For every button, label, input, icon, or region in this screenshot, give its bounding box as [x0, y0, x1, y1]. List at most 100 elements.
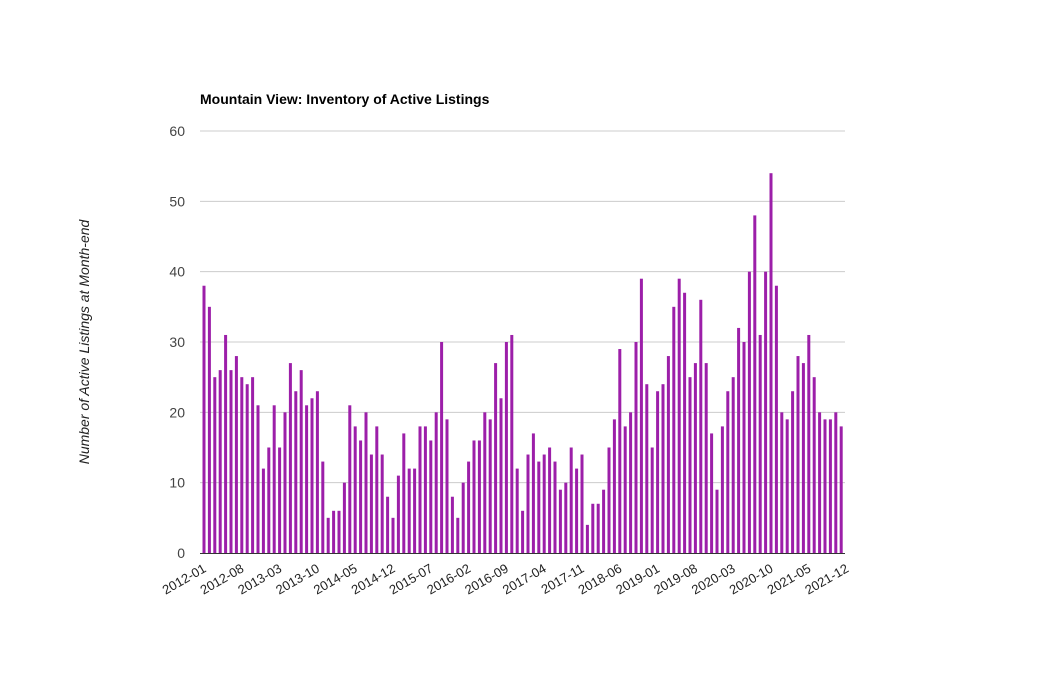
- bar-2016-10: [510, 334, 514, 553]
- x-axis-ticks: 2012-012012-082013-032013-102014-052014-…: [160, 561, 851, 598]
- bar-2014-02: [337, 510, 341, 553]
- bar-2019-09: [699, 299, 703, 553]
- bar-2020-10: [769, 173, 773, 553]
- bar-2012-06: [229, 370, 233, 553]
- bar-2017-06: [553, 461, 557, 553]
- bar-2020-05: [742, 342, 746, 553]
- bar-2015-07: [429, 440, 433, 553]
- bar-2016-08: [499, 398, 503, 553]
- bar-2019-07: [688, 377, 692, 553]
- y-tick-label: 50: [169, 193, 185, 209]
- bar-2016-11: [515, 468, 519, 553]
- bar-2013-10: [315, 391, 319, 553]
- bar-2013-07: [299, 370, 303, 553]
- y-axis-ticks: 0 10 20 30 40 50 60: [169, 123, 185, 561]
- bar-2021-01: [785, 419, 789, 553]
- bar-2015-01: [396, 475, 400, 553]
- bar-2016-04: [477, 440, 481, 553]
- bar-2019-12: [715, 489, 719, 553]
- bar-2020-06: [747, 271, 751, 553]
- bar-2014-11: [386, 496, 390, 553]
- bar-2020-02: [726, 391, 730, 553]
- bar-2016-02: [467, 461, 471, 553]
- bar-2014-06: [359, 440, 363, 553]
- bar-2016-05: [483, 412, 487, 553]
- x-tick-label: 2017-04: [500, 561, 549, 598]
- bar-2018-05: [612, 419, 616, 553]
- bar-2014-01: [332, 510, 336, 553]
- bar-2021-10: [834, 412, 838, 553]
- bar-2021-11: [839, 426, 843, 553]
- bar-2018-02: [596, 503, 600, 553]
- bar-2021-03: [796, 356, 800, 553]
- bar-2015-08: [434, 412, 438, 553]
- bar-2018-06: [618, 349, 622, 553]
- bar-2014-08: [369, 454, 373, 553]
- bar-2014-09: [375, 426, 379, 553]
- bar-2012-08: [240, 377, 244, 553]
- bar-2012-07: [234, 356, 238, 553]
- bar-2013-05: [288, 363, 292, 553]
- bar-2015-03: [407, 468, 411, 553]
- bar-2017-08: [564, 482, 568, 553]
- bar-2020-07: [753, 215, 757, 553]
- bar-2019-04: [672, 306, 676, 553]
- bar-2016-03: [472, 440, 476, 553]
- bar-2012-11: [256, 405, 260, 553]
- bar-2015-05: [418, 426, 422, 553]
- bar-2015-04: [413, 468, 417, 553]
- bar-2014-03: [342, 482, 346, 553]
- y-tick-label: 30: [169, 334, 185, 350]
- bar-2018-01: [591, 503, 595, 553]
- bar-2018-04: [607, 447, 611, 553]
- bar-2018-03: [602, 489, 606, 553]
- bar-2012-03: [213, 377, 217, 553]
- bar-2012-10: [251, 377, 255, 553]
- bar-2018-08: [629, 412, 633, 553]
- y-tick-label: 60: [169, 123, 185, 139]
- bar-2013-02: [272, 405, 276, 553]
- bar-2017-09: [569, 447, 573, 553]
- bar-2014-10: [380, 454, 384, 553]
- bar-2018-07: [623, 426, 627, 553]
- bar-2021-08: [823, 419, 827, 553]
- bar-2014-07: [364, 412, 368, 553]
- bar-2014-04: [348, 405, 352, 553]
- bar-2019-10: [704, 363, 708, 553]
- bar-2021-09: [828, 419, 832, 553]
- y-tick-label: 40: [169, 264, 185, 280]
- bar-2013-06: [294, 391, 298, 553]
- bar-2021-06: [812, 377, 816, 553]
- bar-2015-02: [402, 433, 406, 553]
- bar-2017-02: [531, 433, 535, 553]
- bar-2019-02: [661, 384, 665, 553]
- bar-2017-05: [548, 447, 552, 553]
- y-tick-label: 20: [169, 404, 185, 420]
- bar-2013-08: [305, 405, 309, 553]
- y-tick-label: 0: [177, 545, 185, 561]
- bar-2015-12: [456, 517, 460, 553]
- bar-2020-01: [720, 426, 724, 553]
- bar-2017-04: [542, 454, 546, 553]
- bar-2019-03: [666, 356, 670, 553]
- y-tick-label: 10: [169, 475, 185, 491]
- bar-2012-02: [207, 306, 211, 553]
- bar-2012-05: [224, 334, 228, 553]
- bar-2020-04: [737, 327, 741, 553]
- bar-2015-06: [423, 426, 427, 553]
- bar-2018-09: [634, 342, 638, 553]
- bar-2016-09: [504, 342, 508, 553]
- bar-2020-09: [764, 271, 768, 553]
- bar-2017-10: [575, 468, 579, 553]
- bar-2021-07: [818, 412, 822, 553]
- bar-2020-11: [774, 285, 778, 553]
- bar-2019-08: [693, 363, 697, 553]
- bar-2017-03: [537, 461, 541, 553]
- bar-2017-01: [526, 454, 530, 553]
- bar-2013-09: [310, 398, 314, 553]
- bar-2012-01: [202, 285, 206, 553]
- bar-2014-12: [391, 517, 395, 553]
- chart-title: Mountain View: Inventory of Active Listi…: [200, 91, 490, 107]
